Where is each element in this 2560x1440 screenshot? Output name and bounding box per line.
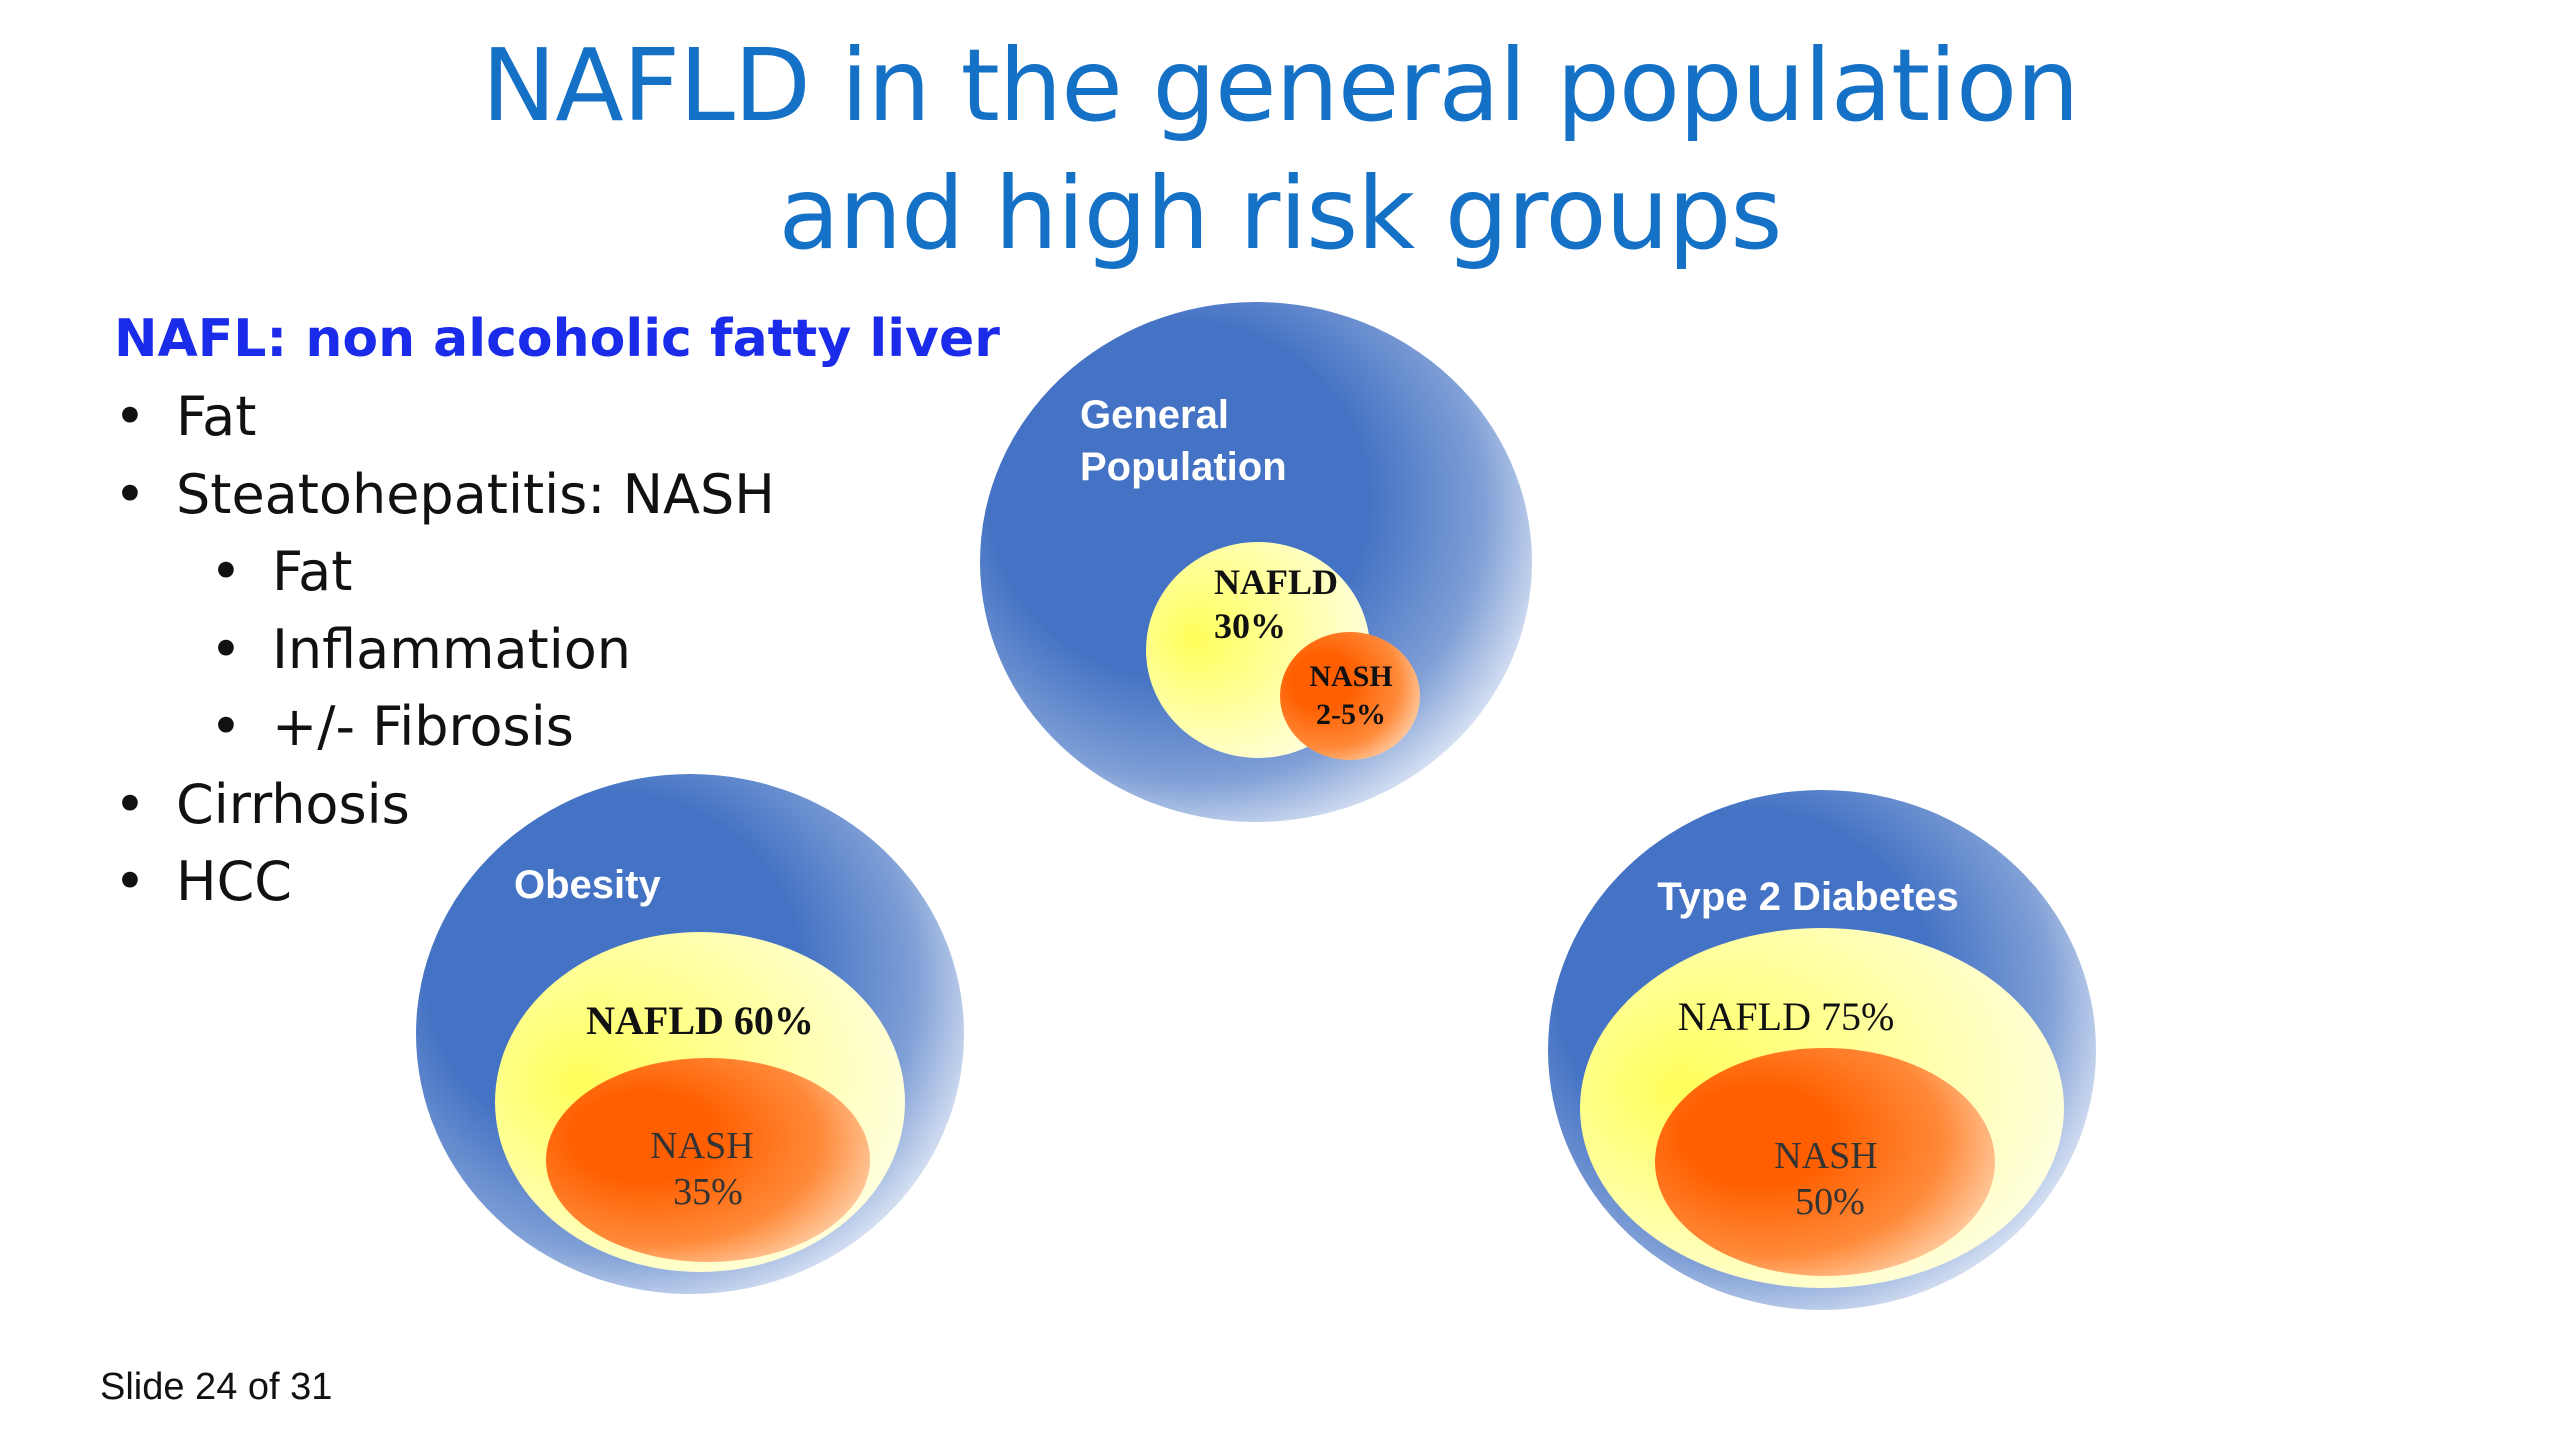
nafl-subheading: NAFL: non alcoholic fatty liver	[114, 309, 1000, 369]
bullet-item: • HCC	[114, 843, 1114, 921]
obesity-group: Obesity NAFLD 60% NASH 35%	[416, 774, 964, 1294]
bullet-icon: •	[114, 772, 146, 836]
general-nash-label-2: 2-5%	[1316, 698, 1386, 731]
sub-bullet-item: • +/- Fibrosis	[114, 688, 1114, 766]
diabetes-nash-circle	[1655, 1048, 1995, 1276]
bullet-icon: •	[114, 462, 146, 526]
obesity-nash-label-2: 35%	[673, 1171, 743, 1213]
bullet-icon: •	[210, 540, 242, 603]
diabetes-nash-label-2: 50%	[1795, 1181, 1865, 1223]
general-population-group: General Population NAFLD 30% NASH 2-5%	[980, 302, 1532, 822]
diabetes-group: Type 2 Diabetes NAFLD 75% NASH 50%	[1548, 790, 2096, 1310]
title-line-2: and high risk groups	[778, 155, 1783, 272]
sub-bullet-item: • Inflammation	[114, 611, 1114, 689]
slide-title: NAFLD in the general population and high…	[0, 22, 2560, 278]
bullet-item: • Cirrhosis	[114, 766, 1114, 844]
general-nafld-label-1: NAFLD	[1214, 562, 1338, 602]
general-nash-circle	[1280, 632, 1420, 760]
diabetes-nash-label-1: NASH	[1774, 1135, 1877, 1177]
bullet-item: • Fat	[114, 378, 1114, 456]
bullet-list: • Fat • Steatohepatitis: NASH • Fat • Inflam…	[114, 378, 1114, 921]
general-population-label-1: General	[1080, 393, 1229, 437]
bullet-icon: •	[210, 695, 242, 758]
bullet-icon: •	[114, 850, 146, 913]
sub-bullet-item: • Fat	[114, 533, 1114, 611]
general-nafld-label-2: 30%	[1214, 606, 1286, 646]
obesity-label: Obesity	[514, 863, 661, 907]
diabetes-nafld-label: NAFLD 75%	[1678, 994, 1895, 1039]
title-line-1: NAFLD in the general population	[481, 27, 2079, 144]
general-population-label-2: Population	[1080, 445, 1287, 489]
bullet-icon: •	[210, 617, 242, 681]
diabetes-label: Type 2 Diabetes	[1657, 875, 1959, 919]
definition-panel: NAFL: non alcoholic fatty liver • Fat • St…	[114, 300, 1114, 921]
bullet-icon: •	[114, 385, 146, 448]
obesity-nash-label-1: NASH	[650, 1125, 753, 1167]
obesity-nafld-label: NAFLD 60%	[586, 998, 814, 1043]
bullet-item: • Steatohepatitis: NASH	[114, 456, 1114, 534]
general-nash-label-1: NASH	[1309, 660, 1392, 693]
slide-number: Slide 24 of 31	[100, 1366, 333, 1408]
obesity-nash-circle	[546, 1058, 870, 1262]
